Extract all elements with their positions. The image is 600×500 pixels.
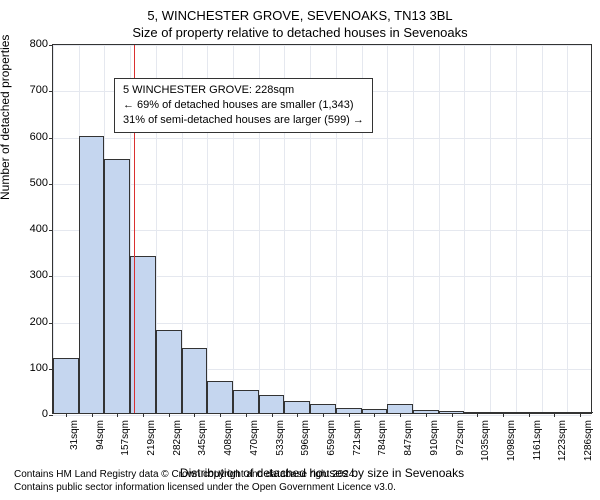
footer-line-2: Contains public sector information licen… [14,481,396,494]
grid-line-v [439,45,440,413]
y-axis-label: Number of detached properties [0,35,12,200]
xtick-label: 282sqm [172,420,183,468]
bar [182,348,208,413]
bar [207,381,233,413]
bar [310,404,336,413]
bar [516,412,542,413]
xtick-label: 533sqm [275,420,286,468]
xtick-label: 972sqm [455,420,466,468]
info-line-3: 31% of semi-detached houses are larger (… [123,113,364,128]
xtick-label: 31sqm [69,420,80,468]
title-sub: Size of property relative to detached ho… [12,25,588,40]
xtick-label: 94sqm [95,420,106,468]
bar [53,358,79,414]
xtick-label: 784sqm [377,420,388,468]
bar [362,409,388,413]
xtick-label: 910sqm [429,420,440,468]
bar [284,401,310,413]
ytick-label: 600 [30,131,48,143]
bar [233,390,259,413]
bar [413,410,439,413]
grid-line-v [542,45,543,413]
grid-line-v [413,45,414,413]
xtick-mark [194,413,195,417]
xtick-mark [349,413,350,417]
xtick-mark [580,413,581,417]
bar [156,330,182,413]
bar [439,411,465,413]
bar [464,412,490,413]
bar [259,395,285,414]
xtick-mark [554,413,555,417]
footer: Contains HM Land Registry data © Crown c… [14,468,396,494]
xtick-mark [452,413,453,417]
ytick-label: 200 [30,316,48,328]
xtick-mark [323,413,324,417]
xtick-label: 847sqm [403,420,414,468]
xtick-mark [169,413,170,417]
xtick-mark [529,413,530,417]
chart-area: 5 WINCHESTER GROVE: 228sqm ← 69% of deta… [52,44,592,414]
xtick-label: 157sqm [120,420,131,468]
xtick-label: 721sqm [352,420,363,468]
xtick-label: 408sqm [223,420,234,468]
ytick-label: 500 [30,177,48,189]
xtick-label: 219sqm [146,420,157,468]
xtick-mark [503,413,504,417]
bar [490,412,516,413]
xtick-mark [92,413,93,417]
info-box: 5 WINCHESTER GROVE: 228sqm ← 69% of deta… [114,78,373,133]
bar [79,136,105,414]
xtick-label: 596sqm [300,420,311,468]
grid-line-v [490,45,491,413]
xtick-mark [246,413,247,417]
xtick-mark [297,413,298,417]
xtick-label: 345sqm [197,420,208,468]
ytick-label: 100 [30,362,48,374]
xtick-label: 659sqm [326,420,337,468]
xtick-mark [400,413,401,417]
xtick-label: 1161sqm [532,420,543,468]
xtick-label: 1035sqm [480,420,491,468]
ytick-label: 300 [30,269,48,281]
grid-line-v [567,45,568,413]
grid-line-v [464,45,465,413]
xtick-label: 470sqm [249,420,260,468]
bar [336,408,362,413]
footer-line-1: Contains HM Land Registry data © Crown c… [14,468,396,481]
xtick-mark [374,413,375,417]
ytick-mark [49,415,53,416]
xtick-mark [143,413,144,417]
ytick-label: 700 [30,84,48,96]
xtick-mark [66,413,67,417]
title-main: 5, WINCHESTER GROVE, SEVENOAKS, TN13 3BL [12,8,588,23]
xtick-mark [220,413,221,417]
grid-line-h [53,415,591,416]
ytick-label: 400 [30,223,48,235]
xtick-label: 1223sqm [557,420,568,468]
bar [567,412,593,413]
xtick-label: 1286sqm [583,420,594,468]
xtick-mark [426,413,427,417]
bar [104,159,130,413]
bar [387,404,413,413]
grid-line-v [387,45,388,413]
xtick-label: 1098sqm [506,420,517,468]
bar [542,412,568,413]
xtick-mark [117,413,118,417]
ytick-label: 800 [30,38,48,50]
grid-line-v [516,45,517,413]
ytick-label: 0 [42,408,48,420]
xtick-mark [272,413,273,417]
info-line-1: 5 WINCHESTER GROVE: 228sqm [123,83,364,98]
info-line-2: ← 69% of detached houses are smaller (1,… [123,98,364,113]
xtick-mark [477,413,478,417]
